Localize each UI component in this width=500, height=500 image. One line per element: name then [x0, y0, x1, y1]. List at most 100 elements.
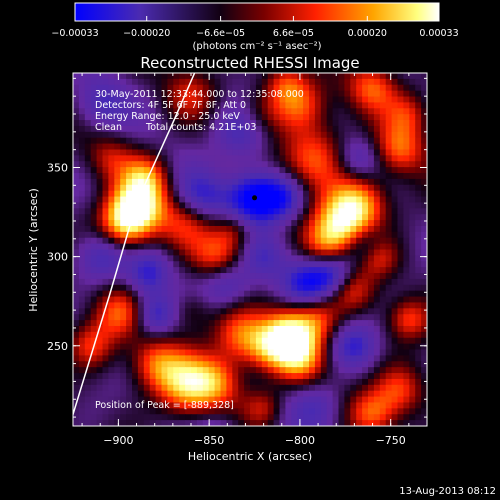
heatmap-cell: [161, 114, 168, 121]
heatmap-cell: [326, 278, 334, 286]
heatmap-cell: [403, 402, 410, 409]
heatmap-cell: [244, 290, 251, 298]
heatmap-cell: [96, 396, 104, 404]
heatmap-cell: [132, 190, 139, 198]
heatmap-cell: [132, 384, 139, 392]
heatmap-cell: [132, 296, 139, 304]
heatmap-cell: [155, 302, 163, 309]
heatmap-cell: [202, 378, 210, 386]
heatmap-cell: [179, 167, 186, 174]
heatmap-cell: [238, 114, 245, 121]
heatmap-cell: [84, 120, 92, 127]
heatmap-cell: [397, 273, 404, 280]
heatmap-cell: [232, 361, 239, 368]
heatmap-cell: [161, 308, 168, 315]
heatmap-cell: [350, 73, 357, 80]
heatmap-cell: [362, 284, 369, 292]
heatmap-cell: [196, 261, 204, 268]
heatmap-cell: [96, 231, 104, 239]
heatmap-cell: [356, 161, 363, 168]
heatmap-cell: [155, 361, 163, 368]
heatmap-cell: [179, 131, 186, 139]
heatmap-cell: [155, 190, 163, 198]
heatmap-cell: [338, 414, 345, 421]
heatmap-cell: [232, 178, 239, 186]
heatmap-cell: [173, 120, 180, 127]
heatmap-cell: [96, 302, 104, 309]
heatmap-cell: [179, 420, 186, 426]
heatmap-cell: [96, 102, 104, 109]
heatmap-cell: [137, 349, 145, 356]
heatmap-cell: [114, 73, 121, 80]
heatmap-cell: [244, 402, 251, 409]
heatmap-cell: [143, 167, 151, 174]
heatmap-cell: [155, 73, 163, 80]
heatmap-cell: [403, 273, 410, 280]
heatmap-cell: [196, 161, 204, 168]
heatmap-cell: [356, 373, 363, 380]
heatmap-cell: [244, 125, 251, 133]
heatmap-cell: [143, 108, 151, 115]
heatmap-cell: [179, 243, 186, 251]
heatmap-cell: [332, 231, 340, 239]
heatmap-cell: [303, 149, 310, 156]
heatmap-cell: [403, 161, 410, 168]
heatmap-cell: [332, 208, 340, 215]
heatmap-cell: [202, 137, 210, 145]
heatmap-cell: [244, 120, 251, 127]
heatmap-cell: [161, 267, 168, 274]
heatmap-cell: [326, 414, 334, 421]
heatmap-cell: [368, 102, 375, 109]
heatmap-cell: [291, 161, 298, 168]
heatmap-cell: [137, 337, 145, 345]
heatmap-cell: [403, 90, 410, 98]
heatmap-cell: [409, 155, 416, 162]
heatmap-cell: [102, 90, 109, 98]
heatmap-cell: [96, 114, 104, 121]
heatmap-cell: [244, 167, 251, 174]
heatmap-cell: [379, 131, 387, 139]
heatmap-cell: [137, 102, 145, 109]
heatmap-cell: [191, 273, 198, 280]
heatmap-cell: [350, 243, 357, 251]
heatmap-cell: [309, 390, 316, 398]
heatmap-cell: [167, 220, 174, 227]
heatmap-cell: [185, 420, 192, 426]
heatmap-cell: [202, 296, 210, 304]
heatmap-cell: [132, 90, 139, 98]
heatmap-cell: [385, 290, 393, 298]
heatmap-cell: [149, 367, 157, 374]
heatmap-cell: [179, 214, 186, 221]
heatmap-cell: [356, 349, 363, 356]
heatmap-cell: [232, 261, 239, 268]
heatmap-cell: [137, 331, 145, 339]
heatmap-cell: [279, 237, 286, 245]
heatmap-cell: [362, 237, 369, 245]
heatmap-cell: [73, 302, 80, 309]
heatmap-cell: [238, 237, 245, 245]
heatmap-cell: [297, 173, 304, 180]
heatmap-cell: [185, 255, 192, 262]
heatmap-cell: [208, 320, 216, 327]
heatmap-cell: [214, 167, 222, 174]
footer-date: 13-Aug-2013 08:12: [399, 486, 496, 497]
heatmap-cell: [415, 220, 422, 227]
heatmap-cell: [368, 173, 375, 180]
heatmap-cell: [379, 384, 387, 392]
heatmap-cell: [338, 73, 345, 80]
heatmap-cell: [297, 302, 304, 309]
heatmap-cell: [196, 373, 204, 380]
heatmap-cell: [179, 302, 186, 309]
heatmap-cell: [415, 290, 422, 298]
heatmap-cell: [332, 249, 340, 256]
heatmap-cell: [344, 320, 351, 327]
heatmap-cell: [196, 367, 204, 374]
heatmap-cell: [137, 373, 145, 380]
heatmap-cell: [196, 84, 204, 92]
heatmap-cell: [179, 208, 186, 215]
heatmap-cell: [267, 190, 275, 198]
heatmap-cell: [391, 196, 399, 204]
heatmap-cell: [273, 325, 281, 333]
heatmap-cell: [415, 73, 422, 80]
heatmap-cell: [78, 108, 86, 115]
